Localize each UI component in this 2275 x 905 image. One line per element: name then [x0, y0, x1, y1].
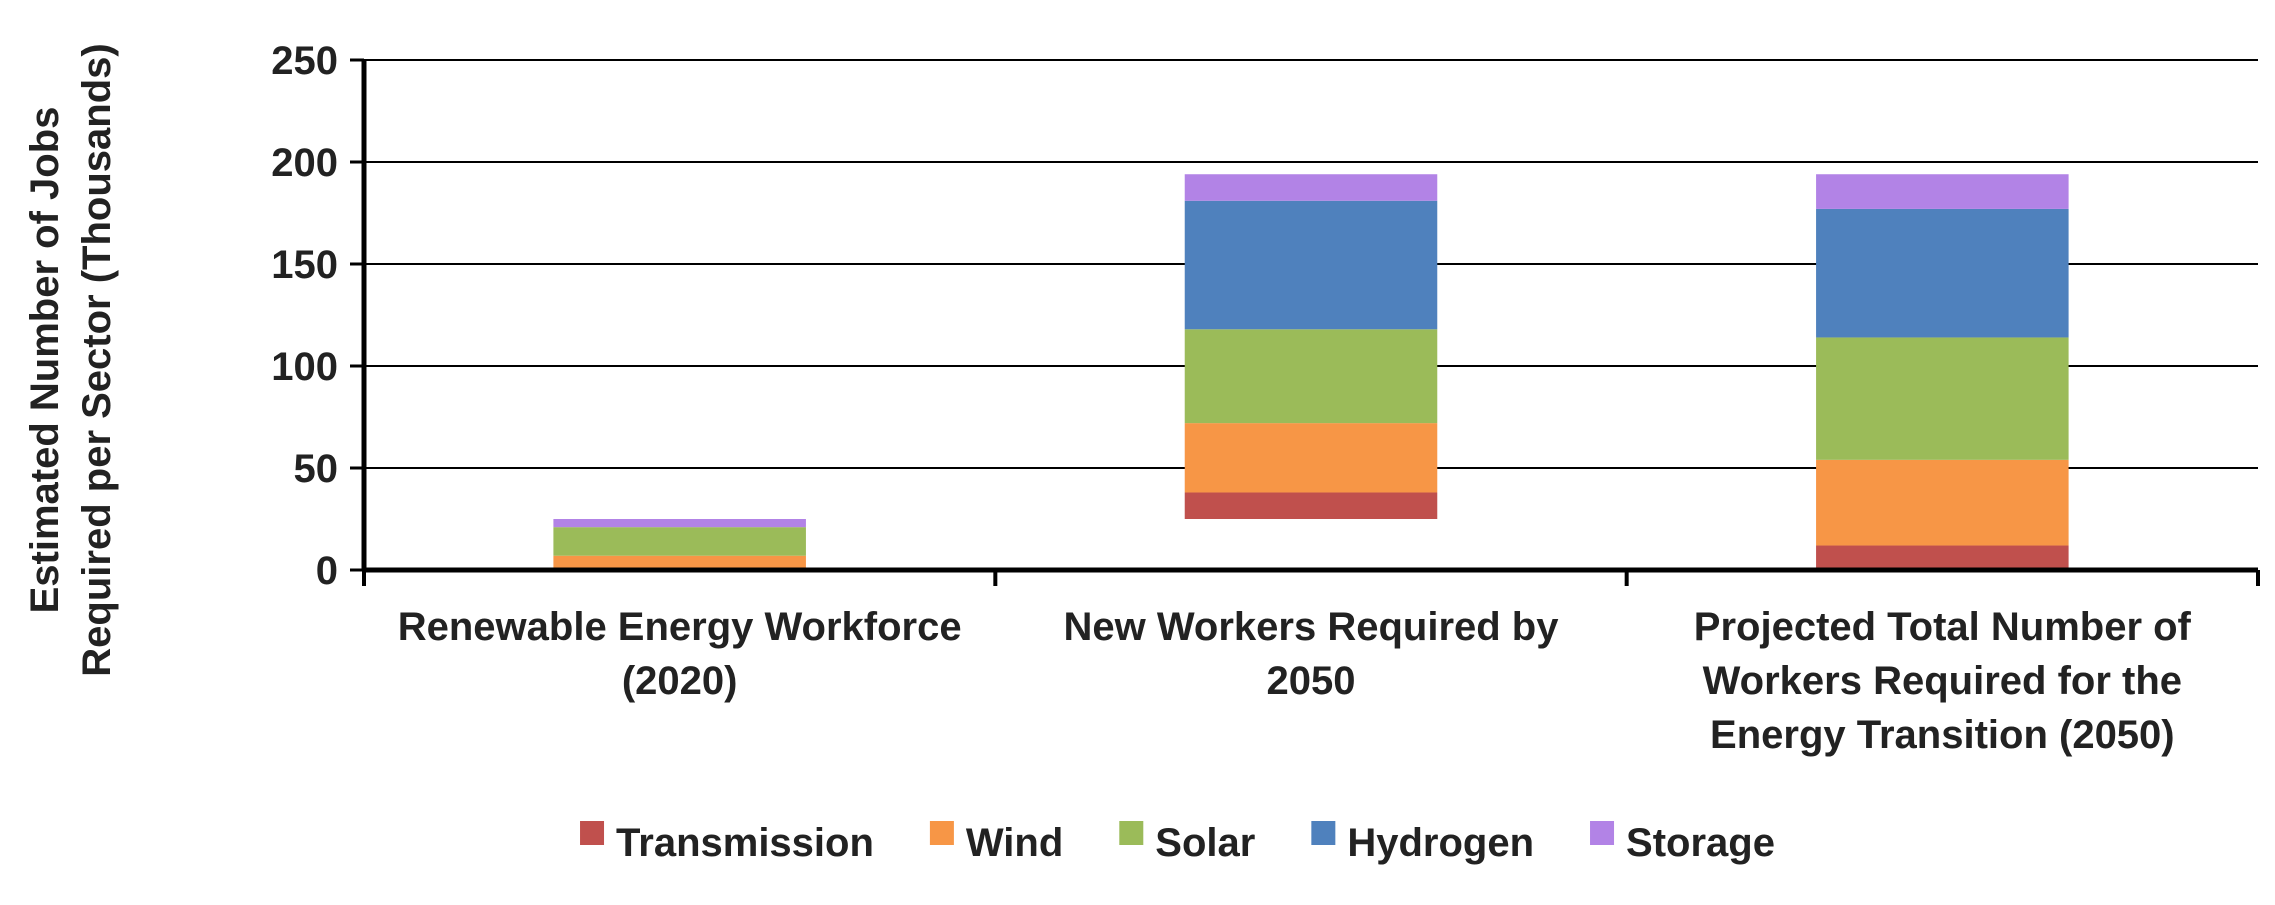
legend-item-transmission: Transmission — [580, 821, 874, 865]
x-category-label: Projected Total Number of — [1694, 605, 2192, 649]
legend-swatch — [1590, 821, 1615, 845]
legend: Transmission Wind Solar Hydrogen Storage — [580, 821, 1775, 865]
bar-segment-transmission — [1816, 545, 2069, 570]
legend-swatch — [1311, 821, 1336, 845]
legend-label: Solar — [1155, 821, 1255, 865]
legend-label: Wind — [966, 821, 1063, 865]
y-tick-labels: 0 50 100 150 200 250 — [271, 39, 338, 593]
bar-segment-solar — [1184, 329, 1438, 424]
axes — [350, 58, 2260, 586]
y-tick-label: 50 — [294, 447, 339, 491]
y-axis-title-line: Required per Sector (Thousands) — [75, 43, 119, 676]
x-category-labels: Renewable Energy Workforce (2020) New Work… — [398, 605, 2192, 757]
legend-item-solar: Solar — [1119, 821, 1255, 865]
legend-label: Storage — [1626, 821, 1775, 865]
y-tick-label: 150 — [271, 243, 338, 287]
legend-item-wind: Wind — [929, 821, 1063, 865]
x-category-label: (2020) — [622, 659, 738, 703]
x-category-label: Workers Required for the — [1703, 659, 2182, 703]
legend-label: Hydrogen — [1347, 821, 1534, 865]
y-tick-label: 250 — [271, 39, 338, 83]
bar-segment-transmission — [1184, 492, 1438, 519]
x-category-label: 2050 — [1267, 659, 1356, 703]
bar-segment-solar — [553, 527, 806, 556]
bar-segment-storage — [1184, 174, 1438, 201]
y-tick-label: 100 — [271, 345, 338, 389]
bars — [553, 174, 2069, 570]
bar-segment-wind — [1816, 459, 2069, 546]
legend-item-hydrogen: Hydrogen — [1311, 821, 1534, 865]
legend-item-storage: Storage — [1590, 821, 1775, 865]
x-category-label: Renewable Energy Workforce — [398, 605, 962, 649]
bar-segment-hydrogen — [1816, 208, 2069, 338]
y-tick-label: 200 — [271, 141, 338, 185]
bar-segment-hydrogen — [1184, 200, 1438, 330]
bar-segment-storage — [553, 519, 806, 528]
y-axis-title: Estimated Number of Jobs Required per Sec… — [23, 43, 119, 676]
legend-swatch — [1119, 821, 1144, 845]
y-axis-title-line: Estimated Number of Jobs — [23, 107, 67, 614]
bar-segment-wind — [553, 555, 806, 570]
bar-segment-wind — [1184, 423, 1438, 493]
bar-segment-storage — [1816, 174, 2069, 209]
y-tick-label: 0 — [316, 549, 338, 593]
bar-segment-solar — [1816, 337, 2069, 460]
legend-swatch — [580, 821, 605, 845]
legend-swatch — [929, 821, 954, 845]
x-category-label: Energy Transition (2050) — [1710, 713, 2175, 757]
legend-label: Transmission — [616, 821, 874, 865]
x-category-label: New Workers Required by — [1064, 605, 1560, 649]
